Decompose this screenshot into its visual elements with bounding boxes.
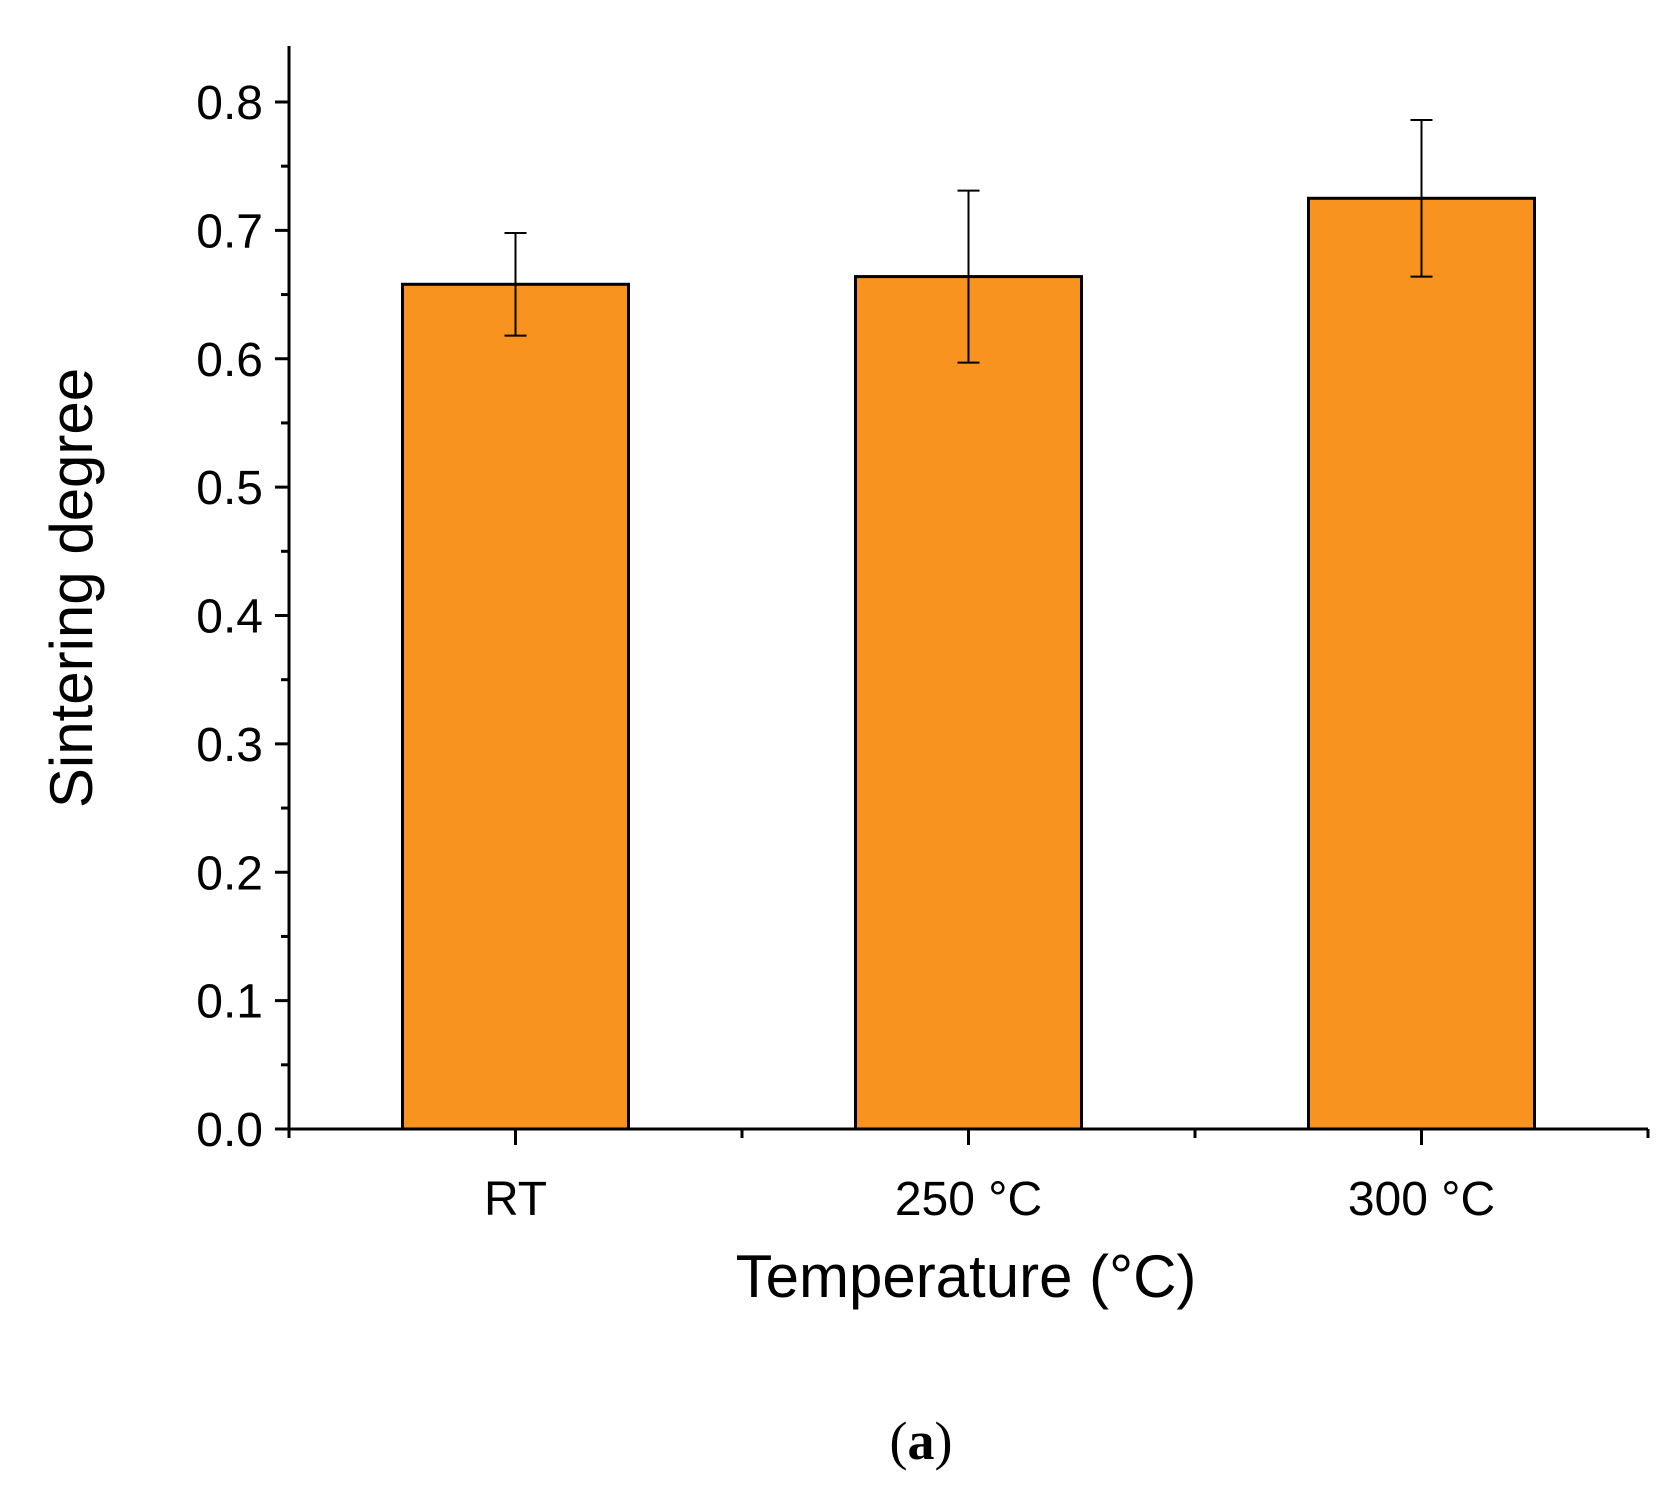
x-tick-label: RT: [484, 1173, 547, 1226]
bar: [1307, 196, 1536, 1131]
x-tick-label: 300 °C: [1348, 1173, 1495, 1226]
y-tick-label: 0.0: [196, 1104, 263, 1157]
y-tick-label: 0.7: [196, 205, 263, 258]
bar: [401, 282, 630, 1131]
y-tick-label: 0.1: [196, 976, 263, 1029]
panel-label-open-paren: (: [890, 1411, 908, 1471]
y-tick-label: 0.5: [196, 462, 263, 515]
panel-label-close-paren: ): [935, 1411, 953, 1471]
y-ticks-layer: 0.0 0.1 0.2 0.3 0.4 0.5 0.6 0.7 0.8: [196, 77, 289, 1157]
y-axis-title: Sintering degree: [38, 368, 105, 808]
y-tick-label: 0.2: [196, 847, 263, 900]
bar: [854, 275, 1083, 1131]
panel-label-letter: a: [908, 1411, 935, 1471]
y-tick-label: 0.4: [196, 591, 263, 644]
x-axis-title: Temperature (°C): [736, 1243, 1197, 1310]
y-tick-label: 0.3: [196, 719, 263, 772]
x-ticks-layer: RT 250 °C 300 °C: [287, 1129, 1650, 1226]
x-tick-label: 250 °C: [895, 1173, 1042, 1226]
panel-label: (a): [890, 1411, 953, 1471]
y-tick-label: 0.8: [196, 77, 263, 130]
error-bars-layer: [504, 118, 1433, 364]
y-tick-label: 0.6: [196, 334, 263, 387]
